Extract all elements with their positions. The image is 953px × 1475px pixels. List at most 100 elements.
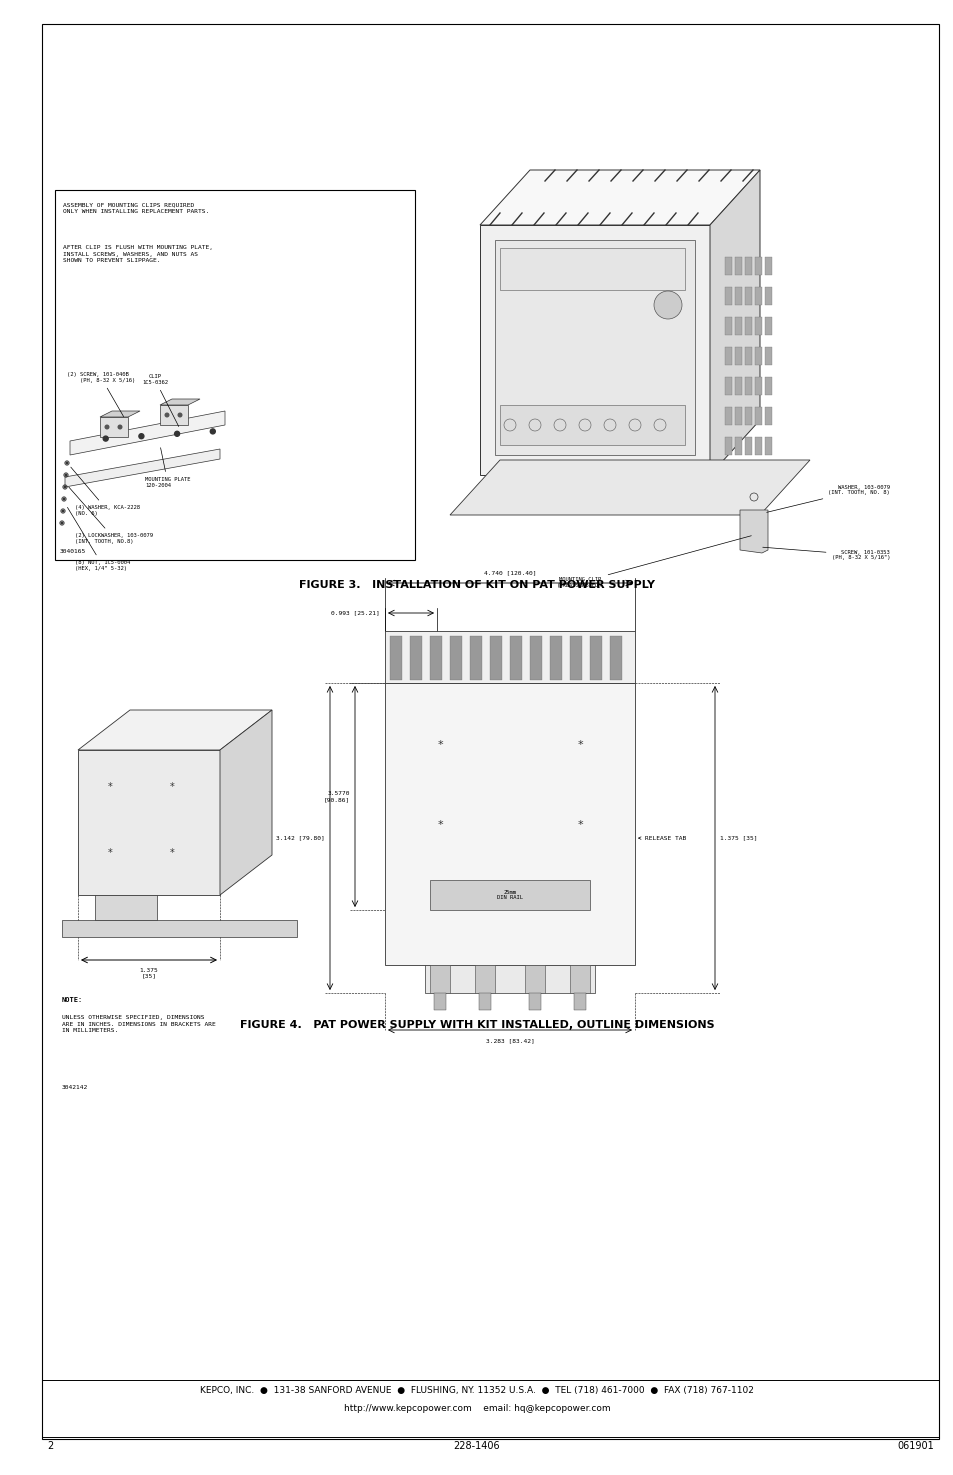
Text: *: *	[577, 820, 582, 830]
Bar	[764, 407, 771, 425]
Text: 2: 2	[47, 1441, 53, 1451]
Bar	[510, 636, 521, 680]
Circle shape	[66, 462, 68, 465]
Bar	[430, 636, 441, 680]
Bar	[529, 993, 540, 1010]
Bar	[764, 437, 771, 454]
Bar	[499, 406, 684, 445]
Text: ASSEMBLY OF MOUNTING CLIPS REQUIRED
ONLY WHEN INSTALLING REPLACEMENT PARTS.: ASSEMBLY OF MOUNTING CLIPS REQUIRED ONLY…	[63, 202, 209, 214]
Bar	[724, 407, 731, 425]
Text: *: *	[108, 848, 112, 858]
Text: 3042142: 3042142	[62, 1086, 89, 1090]
Text: 3040165: 3040165	[60, 549, 86, 555]
Bar	[430, 881, 589, 910]
Bar	[478, 993, 491, 1010]
Bar	[744, 257, 751, 274]
Circle shape	[64, 485, 66, 488]
Bar	[724, 378, 731, 395]
Text: AFTER CLIP IS FLUSH WITH MOUNTING PLATE,
INSTALL SCREWS, WASHERS, AND NUTS AS
SH: AFTER CLIP IS FLUSH WITH MOUNTING PLATE,…	[63, 245, 213, 263]
Circle shape	[118, 425, 122, 429]
Text: UNLESS OTHERWISE SPECIFIED, DIMENSIONS
ARE IN INCHES. DIMENSIONS IN BRACKETS ARE: UNLESS OTHERWISE SPECIFIED, DIMENSIONS A…	[62, 1015, 215, 1032]
Bar	[754, 437, 761, 454]
Bar	[724, 347, 731, 364]
Bar	[390, 636, 401, 680]
Bar	[754, 347, 761, 364]
Polygon shape	[450, 460, 809, 515]
Text: 1.375 [35]: 1.375 [35]	[720, 835, 757, 841]
Bar	[499, 248, 684, 291]
Text: WASHER, 103-0079
(INT. TOOTH, NO. 8): WASHER, 103-0079 (INT. TOOTH, NO. 8)	[766, 485, 889, 512]
Text: *: *	[436, 740, 442, 749]
Text: NOTE:: NOTE:	[62, 997, 83, 1003]
Text: http://www.kepcopower.com    email: hq@kepcopower.com: http://www.kepcopower.com email: hq@kepc…	[343, 1404, 610, 1413]
Circle shape	[65, 473, 67, 476]
Polygon shape	[62, 920, 296, 937]
Text: (2) SCREW, 101-040B
    (PH, 8-32 X 5/16): (2) SCREW, 101-040B (PH, 8-32 X 5/16)	[67, 372, 135, 416]
Bar	[744, 407, 751, 425]
Bar	[724, 288, 731, 305]
Circle shape	[105, 425, 109, 429]
Circle shape	[210, 429, 215, 434]
Bar	[754, 407, 761, 425]
Bar	[569, 965, 589, 993]
Polygon shape	[65, 448, 220, 487]
Bar	[744, 378, 751, 395]
Circle shape	[62, 510, 64, 512]
Bar	[410, 636, 421, 680]
Text: 061901: 061901	[897, 1441, 933, 1451]
Bar	[734, 378, 741, 395]
Text: 3.5770
[90.86]: 3.5770 [90.86]	[323, 791, 350, 802]
Bar	[475, 965, 495, 993]
Polygon shape	[220, 709, 272, 895]
Text: (4) WASHER, KCA-2228
(NO. 6): (4) WASHER, KCA-2228 (NO. 6)	[71, 468, 140, 516]
Polygon shape	[160, 400, 200, 406]
Text: (8) NUT, 1C5-0004
(HEX, 1/4" 5-32): (8) NUT, 1C5-0004 (HEX, 1/4" 5-32)	[68, 507, 131, 571]
Bar	[734, 347, 741, 364]
Bar	[550, 636, 561, 680]
Bar	[569, 636, 581, 680]
Bar	[524, 965, 544, 993]
Text: 3.283 [83.42]: 3.283 [83.42]	[485, 1038, 534, 1043]
Bar	[754, 317, 761, 335]
Bar	[724, 257, 731, 274]
Text: RELEASE TAB: RELEASE TAB	[638, 836, 685, 841]
Bar	[724, 317, 731, 335]
Bar	[764, 317, 771, 335]
Bar	[754, 257, 761, 274]
Circle shape	[165, 413, 169, 417]
Polygon shape	[709, 170, 760, 475]
Polygon shape	[479, 226, 709, 475]
Bar	[609, 636, 621, 680]
Bar	[490, 636, 501, 680]
Bar	[764, 347, 771, 364]
Text: 3.142 [79.80]: 3.142 [79.80]	[276, 835, 325, 841]
Bar	[385, 631, 635, 683]
Bar	[450, 636, 461, 680]
Text: 228-1406: 228-1406	[454, 1441, 499, 1451]
Bar	[734, 288, 741, 305]
Text: CLIP
1C5-0362: CLIP 1C5-0362	[142, 375, 178, 426]
Bar	[764, 378, 771, 395]
Text: *: *	[436, 820, 442, 830]
Bar	[754, 378, 761, 395]
Text: *: *	[170, 782, 174, 792]
Bar	[724, 437, 731, 454]
Polygon shape	[495, 240, 695, 454]
Text: FIGURE 3.   INSTALLATION OF KIT ON PAT POWER SUPPLY: FIGURE 3. INSTALLATION OF KIT ON PAT POW…	[298, 580, 655, 590]
Circle shape	[174, 431, 179, 437]
Text: KEPCO, INC.  ●  131-38 SANFORD AVENUE  ●  FLUSHING, NY. 11352 U.S.A.  ●  TEL (71: KEPCO, INC. ● 131-38 SANFORD AVENUE ● FL…	[200, 1386, 753, 1395]
Circle shape	[178, 413, 182, 417]
Bar	[764, 288, 771, 305]
Bar	[744, 347, 751, 364]
Polygon shape	[479, 170, 760, 226]
Bar	[589, 636, 601, 680]
Bar	[744, 437, 751, 454]
Text: (2) LOCKWASHER, 103-0079
(INT. TOOTH, NO.8): (2) LOCKWASHER, 103-0079 (INT. TOOTH, NO…	[69, 487, 152, 544]
Polygon shape	[100, 417, 128, 437]
Bar	[744, 288, 751, 305]
Bar	[734, 317, 741, 335]
Polygon shape	[70, 412, 225, 454]
Bar	[55, 190, 415, 560]
Bar	[530, 636, 541, 680]
Text: MOUNTING CLIP
(PREASSEMBLED): MOUNTING CLIP (PREASSEMBLED)	[557, 535, 751, 589]
